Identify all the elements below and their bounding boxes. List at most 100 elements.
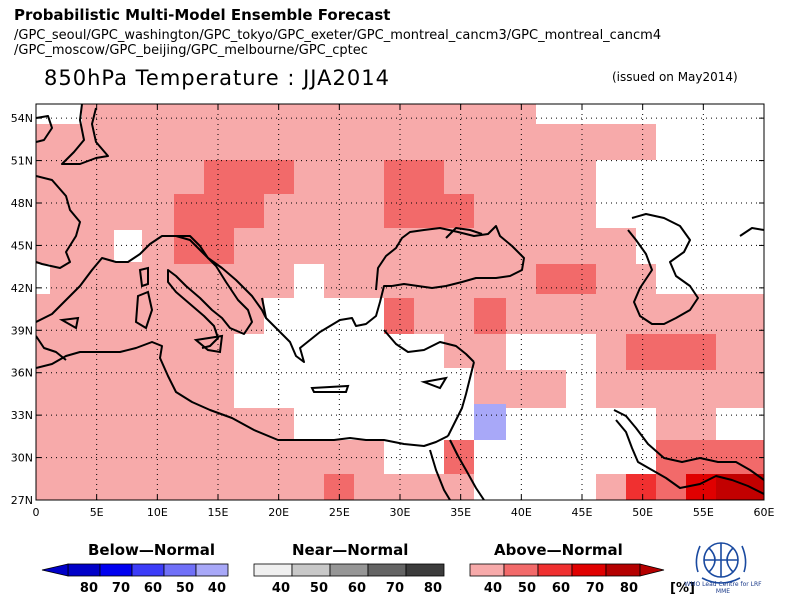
island-sardinia: [134, 290, 154, 330]
legend-tick: 80: [620, 581, 638, 596]
legend-swatch: [195, 563, 229, 577]
lon-label: 40E: [511, 506, 532, 519]
legend-tick: 70: [112, 581, 130, 596]
lon-label: 25E: [329, 506, 350, 519]
lon-label: 55E: [693, 506, 714, 519]
legend-tick: 50: [518, 581, 536, 596]
lat-label: 30N: [11, 452, 33, 465]
coast-iberia: [36, 235, 253, 349]
legend-tick: 70: [386, 581, 404, 596]
legend-tick: 40: [272, 581, 290, 596]
coastlines: [36, 104, 764, 500]
white-arabia-e: [596, 440, 656, 474]
lat-label: 36N: [11, 367, 33, 380]
legend-unit: [%]: [670, 581, 695, 596]
legend-tick: 40: [484, 581, 502, 596]
lat-label: 45N: [11, 239, 33, 252]
above-50-anatolia: [474, 298, 506, 334]
coast-ireland: [36, 115, 53, 143]
legend-swatch: [99, 563, 133, 577]
lat-label: 42N: [11, 282, 33, 295]
legend-swatch: [469, 563, 505, 577]
coast-adriatic: [176, 235, 267, 319]
legend-swatch: [67, 563, 101, 577]
legend-arrow: [639, 563, 665, 577]
coast-red-sea-west: [429, 449, 451, 500]
lon-label: 15E: [208, 506, 229, 519]
above-50-aegean: [384, 298, 414, 334]
coast-britain: [61, 104, 109, 165]
white-gulf: [716, 408, 764, 440]
coast-arabia-gulf: [615, 419, 764, 495]
island-mallorca: [58, 316, 80, 330]
below-40-patch: [474, 404, 506, 440]
coast-aral: [739, 227, 764, 237]
lat-label: 54N: [11, 112, 33, 125]
legend-tick: 40: [208, 581, 226, 596]
legend-swatch: [367, 563, 407, 577]
coast-caspian: [627, 213, 699, 325]
above-50-caucasus: [536, 264, 596, 294]
legend-swatch: [571, 563, 607, 577]
legend-below-normal: 80 70 60 50 40: [41, 563, 229, 596]
coast-west-europe: [36, 175, 81, 269]
lon-label: 0: [33, 506, 40, 519]
model-sources-line1: /GPC_seoul/GPC_washington/GPC_tokyo/GPC_…: [14, 28, 662, 43]
above-50-ukraine: [384, 160, 474, 228]
forecast-title: Probabilistic Multi-Model Ensemble Forec…: [14, 6, 391, 24]
legend-tick: 60: [348, 581, 366, 596]
islands: [58, 266, 448, 393]
model-sources-line2: /GPC_moscow/GPC_beijing/GPC_melbourne/GP…: [14, 43, 368, 58]
probability-shading: [36, 104, 764, 500]
lon-label: 35E: [450, 506, 471, 519]
map-grid: [36, 104, 764, 500]
legend-swatch: [405, 563, 445, 577]
legend-near-title: Near—Normal: [292, 541, 409, 559]
white-east-med: [234, 298, 474, 440]
lon-label: 60E: [754, 506, 775, 519]
above-50-patches: [174, 160, 764, 500]
legend-swatch: [537, 563, 573, 577]
island-corsica: [138, 266, 149, 288]
lat-label: 39N: [11, 324, 33, 337]
coast-iberia-north: [36, 335, 67, 361]
white-nw: [36, 104, 82, 124]
island-crete: [310, 384, 350, 393]
coast-greece: [261, 285, 392, 363]
lat-label: 27N: [11, 494, 33, 507]
legend-arrow: [41, 563, 69, 577]
white-left: [36, 264, 50, 294]
white-balkan: [294, 264, 324, 298]
legend-near-normal: 40 50 60 70 80: [253, 563, 445, 596]
legend-swatch: [163, 563, 197, 577]
issued-date: (issued on May2014): [612, 70, 738, 84]
coast-black-sea: [375, 225, 525, 291]
legend-tick: 50: [176, 581, 194, 596]
island-cyprus: [420, 376, 448, 390]
legend-swatch: [131, 563, 165, 577]
lon-label: 10E: [147, 506, 168, 519]
legend-swatch: [329, 563, 369, 577]
legend-below-title: Below—Normal: [88, 541, 216, 559]
legend-tick: 60: [144, 581, 162, 596]
latitude-axis: 54N 51N 48N 45N 42N 39N 36N 33N 30N 27N: [11, 112, 764, 507]
lon-label: 20E: [268, 506, 289, 519]
wmo-logo-text: WMO Lead Centre for LRF MME: [684, 581, 762, 595]
lat-label: 48N: [11, 197, 33, 210]
lon-label: 45E: [572, 506, 593, 519]
coast-red-sea-east: [449, 439, 485, 500]
white-alps: [114, 230, 142, 262]
white-east-top: [596, 104, 764, 294]
legend-tick: 70: [586, 581, 604, 596]
near-normal-patches: [36, 104, 764, 500]
above-60-patch: [626, 474, 656, 500]
island-sicily: [193, 334, 224, 354]
lon-label: 5E: [90, 506, 104, 519]
above-50-iran: [626, 334, 716, 370]
lat-label: 51N: [11, 155, 33, 168]
legend-tick: 80: [80, 581, 98, 596]
variable-title: 850hPa Temperature : JJA2014: [44, 66, 390, 90]
coast-north-africa: [36, 341, 449, 447]
wmo-logo: [695, 542, 747, 584]
white-arabia-n: [596, 408, 656, 440]
